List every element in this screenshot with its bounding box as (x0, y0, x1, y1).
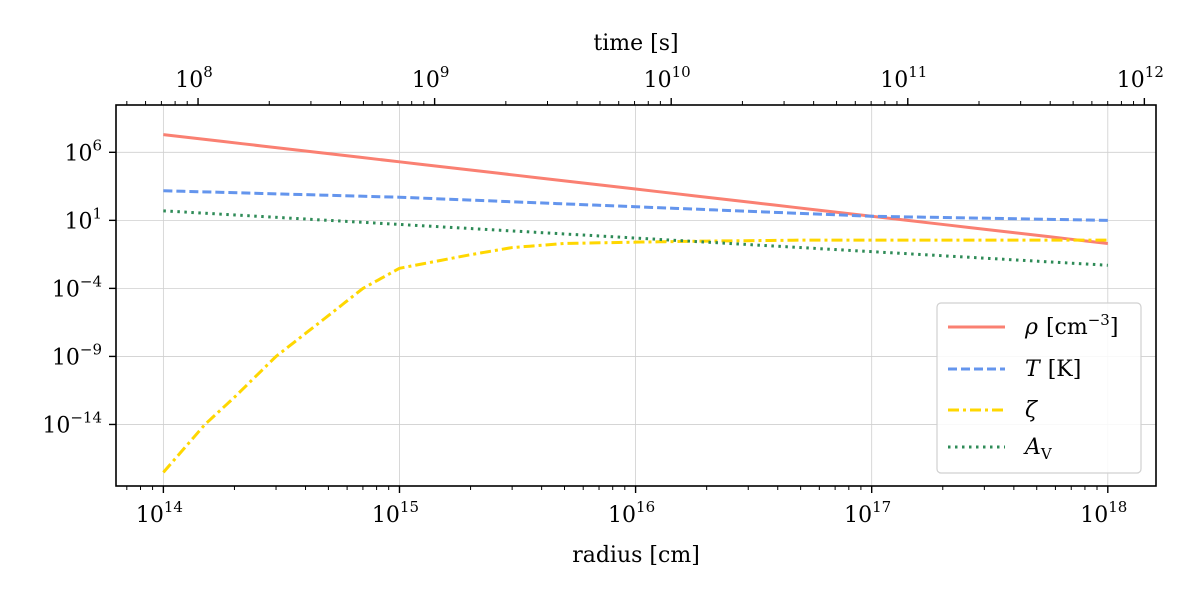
top-tick-label: 109 (412, 63, 450, 93)
legend-label-T: T [K] (1025, 357, 1081, 382)
legend-label-rho: ρ [cm−3] (1024, 311, 1118, 340)
series-line-T (163, 189, 1108, 222)
top-tick-label: 1010 (644, 63, 691, 93)
top-tick-label: 1012 (1117, 63, 1164, 93)
x-tick-label: 1017 (844, 498, 891, 528)
legend-box (936, 302, 1142, 474)
x-tick-label: 1018 (1080, 498, 1127, 528)
y-tick-label: 106 (64, 136, 102, 166)
x-axis-title: radius [cm] (572, 543, 700, 568)
y-tick-label: 10−4 (52, 272, 102, 302)
y-tick-label: 10−9 (52, 340, 102, 370)
legend-label-Av: AV (1023, 435, 1053, 463)
tick-labels: 1014 1015 1016 1017 1018 106 101 10−4 10−9 10−14 1… (42, 63, 1164, 528)
legend-label-zeta: ζ (1025, 398, 1039, 423)
x-tick-label: 1014 (136, 498, 183, 528)
legend: ρ [cm−3] T [K] ζ AV (936, 302, 1142, 474)
series-line-rho (163, 133, 1108, 245)
top-axis-title: time [s] (593, 31, 678, 56)
series-group (162, 133, 1108, 474)
series-line-zeta (162, 238, 1108, 474)
y-tick-label: 10−14 (42, 408, 102, 438)
top-tick-label: 108 (175, 63, 213, 93)
top-tick-label: 1011 (880, 63, 927, 93)
x-tick-label: 1016 (608, 498, 655, 528)
axis-ticks (109, 98, 1146, 493)
y-tick-label: 101 (64, 204, 102, 234)
x-tick-label: 1015 (372, 498, 419, 528)
